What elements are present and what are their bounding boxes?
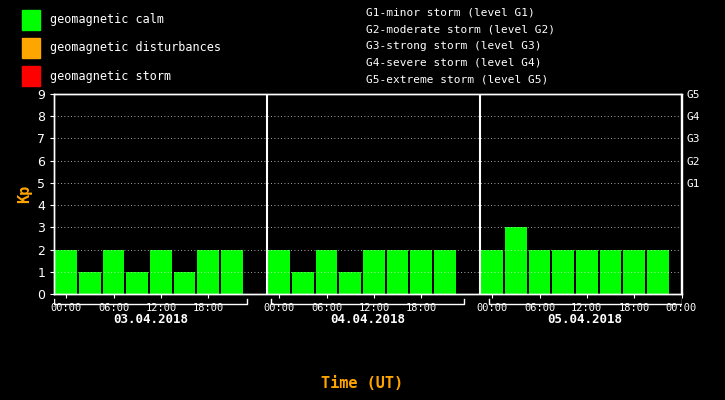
Text: G3-strong storm (level G3): G3-strong storm (level G3) [366,41,542,51]
Text: G2-moderate storm (level G2): G2-moderate storm (level G2) [366,24,555,34]
Bar [174,272,196,294]
Bar [221,250,243,294]
Bar [268,250,290,294]
Bar [103,250,125,294]
Text: geomagnetic storm: geomagnetic storm [50,70,171,83]
Bar [22,66,40,86]
Bar [386,250,408,294]
Bar [150,250,172,294]
Bar [529,250,550,294]
Bar [481,250,503,294]
Bar [600,250,621,294]
Text: G5-extreme storm (level G5): G5-extreme storm (level G5) [366,75,548,85]
Bar [292,272,314,294]
Text: G4-severe storm (level G4): G4-severe storm (level G4) [366,58,542,68]
Bar [576,250,597,294]
Text: geomagnetic disturbances: geomagnetic disturbances [50,42,221,54]
Text: geomagnetic calm: geomagnetic calm [50,13,165,26]
Bar [315,250,337,294]
Text: 05.04.2018: 05.04.2018 [547,313,623,326]
Bar [79,272,101,294]
Bar [22,10,40,30]
Bar [197,250,219,294]
Bar [505,227,527,294]
Text: 03.04.2018: 03.04.2018 [113,313,188,326]
Bar [22,38,40,58]
Bar [126,272,148,294]
Bar [410,250,432,294]
Bar [434,250,456,294]
Text: G1-minor storm (level G1): G1-minor storm (level G1) [366,8,535,18]
Y-axis label: Kp: Kp [17,185,32,203]
Text: 04.04.2018: 04.04.2018 [331,313,405,326]
Bar [55,250,77,294]
Bar [339,272,361,294]
Bar [552,250,574,294]
Bar [363,250,385,294]
Text: Time (UT): Time (UT) [321,376,404,392]
Bar [624,250,645,294]
Bar [647,250,668,294]
